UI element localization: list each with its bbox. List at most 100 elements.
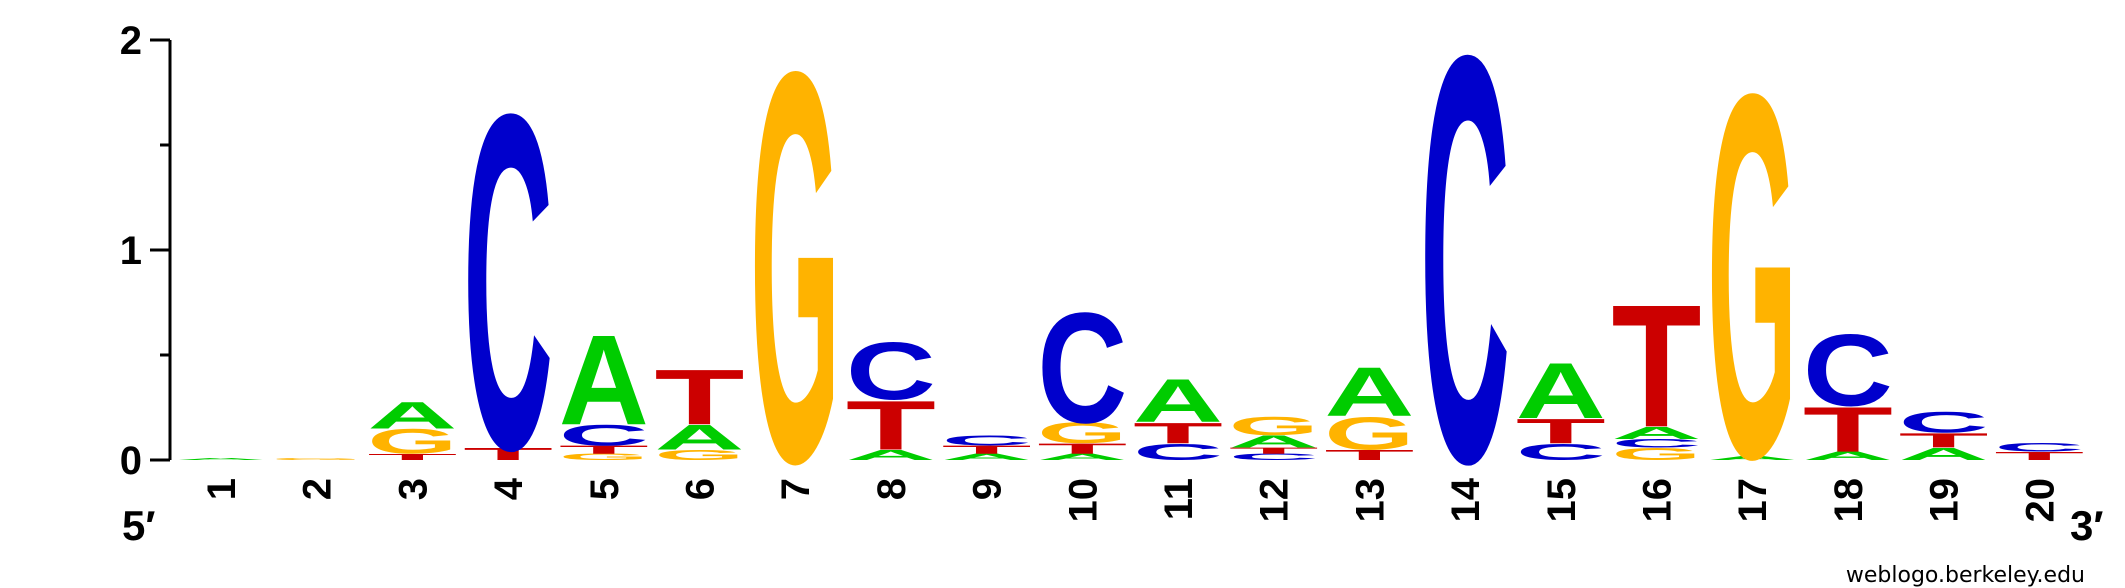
glyph-C: C	[846, 326, 936, 417]
x-tick-label: 9	[966, 478, 1010, 500]
logo-letter-T: T	[463, 444, 553, 464]
glyph-C: C	[1612, 437, 1702, 450]
logo-letter-A: A	[176, 457, 266, 460]
logo-letter-A: A	[1612, 423, 1702, 443]
credit-text: weblogo.berkeley.edu	[1846, 563, 2085, 588]
glyph-A: A	[1229, 431, 1319, 451]
logo-letter-C: C	[1899, 407, 1989, 440]
logo-letter-G: G	[750, 0, 840, 579]
logo-letter-A: A	[1707, 455, 1797, 462]
x-tick-label: 20	[2018, 478, 2062, 523]
glyph-T: T	[1899, 429, 1989, 452]
x-tick-label: 15	[1540, 478, 1584, 523]
logo-letter-C: C	[1516, 439, 1606, 465]
y-tick-label: 1	[120, 229, 142, 273]
logo-letter-A: A	[1899, 444, 1989, 464]
logo-letter-C: C	[1420, 0, 1510, 583]
logo-letter-A: A	[846, 447, 936, 463]
glyph-T: T	[1803, 394, 1893, 466]
glyph-T: T	[1324, 447, 1414, 463]
logo-letter-A: A	[559, 308, 649, 452]
glyph-C: C	[1994, 441, 2084, 454]
logo-letter-A: A	[1037, 452, 1127, 462]
glyph-A: A	[655, 418, 745, 457]
glyph-A: A	[1707, 455, 1797, 462]
logo-letter-T: T	[846, 387, 936, 465]
x-tick-label: 4	[487, 477, 531, 500]
logo-letter-C: C	[1133, 439, 1223, 465]
logo-letter-G: G	[1707, 0, 1797, 566]
logo-letter-A: A	[1516, 348, 1606, 436]
logo-letter-G: G	[1324, 407, 1414, 459]
x-tick-label: 6	[679, 478, 723, 500]
glyph-C: C	[1516, 439, 1606, 465]
logo-letter-C: C	[559, 419, 649, 452]
logo-letter-A: A	[655, 418, 745, 457]
logo-letter-C: C	[846, 326, 936, 417]
logo-letter-T: T	[1324, 447, 1414, 463]
glyph-G: G	[272, 457, 362, 460]
y-axis: 0 1 2	[120, 19, 172, 483]
logo-letter-T: T	[1229, 446, 1319, 456]
glyph-G: G	[367, 423, 457, 462]
logo-letter-G: G	[1229, 411, 1319, 440]
x-tick-label: 10	[1061, 478, 1105, 523]
logo-letter-T: T	[1516, 411, 1606, 450]
logo-letter-G: G	[272, 457, 362, 460]
x-tick-label: 12	[1253, 478, 1297, 523]
glyph-T: T	[846, 387, 936, 465]
glyph-T: T	[942, 443, 1032, 456]
logo-letter-T: T	[1133, 417, 1223, 450]
logo-letter-T: T	[367, 452, 457, 462]
logo-letter-A: A	[1324, 354, 1414, 432]
x-tick-label: 16	[1636, 478, 1680, 523]
glyph-G: G	[750, 0, 840, 579]
glyph-G: G	[1612, 444, 1702, 464]
five-prime-label: 5′	[122, 502, 155, 549]
glyph-C: C	[1803, 314, 1893, 428]
x-tick-label: 3	[391, 478, 435, 500]
glyph-T: T	[1037, 441, 1127, 457]
glyph-C: C	[942, 432, 1032, 448]
glyph-C: C	[1420, 0, 1510, 583]
x-axis: 1 2 3 4 5 6 7 8 9 10 11 12 13 14 15 16 17 18 19 20	[200, 477, 2062, 522]
logo-letter-T: T	[942, 443, 1032, 456]
logo-letter-C: C	[1037, 280, 1127, 456]
glyph-T: T	[367, 452, 457, 462]
glyph-A: A	[1899, 444, 1989, 464]
glyph-A: A	[1516, 348, 1606, 436]
glyph-T: T	[1516, 411, 1606, 450]
glyph-G: G	[1707, 0, 1797, 566]
x-tick-label: 13	[1348, 478, 1392, 523]
x-tick-label: 8	[870, 478, 914, 500]
logo-letter-A: A	[1229, 431, 1319, 451]
logo-letter-T: T	[1994, 450, 2084, 463]
glyph-A: A	[1133, 367, 1223, 436]
x-tick-label: 5	[583, 478, 627, 500]
glyph-G: G	[559, 452, 649, 462]
glyph-T: T	[1229, 446, 1319, 456]
three-prime-label: 3′	[2070, 502, 2103, 549]
glyph-C: C	[1229, 452, 1319, 462]
logo-letter-C: C	[1803, 314, 1893, 428]
logo-letter-G: G	[559, 452, 649, 462]
glyph-A: A	[176, 457, 266, 460]
glyph-G: G	[655, 447, 745, 463]
logo-letter-T: T	[655, 354, 745, 442]
y-tick-label: 0	[120, 439, 142, 483]
logo-letter-G: G	[1037, 417, 1127, 449]
glyph-C: C	[463, 16, 553, 550]
glyph-T: T	[655, 354, 745, 442]
logo-letter-C: C	[1612, 437, 1702, 450]
glyph-T: T	[1994, 450, 2084, 463]
logo-letter-T: T	[1803, 394, 1893, 466]
glyph-C: C	[559, 419, 649, 452]
glyph-G: G	[1324, 407, 1414, 459]
logo-letter-T: T	[1899, 429, 1989, 452]
glyph-T: T	[1133, 417, 1223, 450]
x-tick-label: 18	[1827, 478, 1871, 523]
logo-letter-T: T	[1612, 270, 1702, 465]
logo-letter-A: A	[1803, 449, 1893, 462]
logo-letter-G: G	[1612, 444, 1702, 464]
